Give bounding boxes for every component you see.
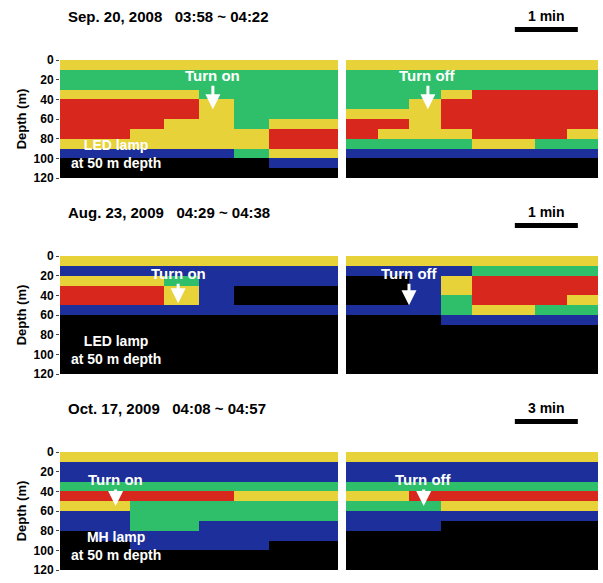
svg-text:100: 100 [34,348,54,362]
svg-text:Depth (m): Depth (m) [14,285,29,346]
svg-text:80: 80 [40,328,54,342]
svg-text:Aug. 23, 2009 04:29 ~ 04:38: Aug. 23, 2009 04:29 ~ 04:38 [68,204,270,221]
svg-text:100: 100 [34,152,54,166]
svg-text:20: 20 [40,269,54,283]
svg-text:MH lampat 50 m depth: MH lampat 50 m depth [71,529,161,563]
svg-text:Depth (m): Depth (m) [14,481,29,542]
svg-text:0: 0 [47,53,54,67]
svg-text:3 min: 3 min [528,400,565,416]
svg-text:1 min: 1 min [528,8,565,24]
svg-text:60: 60 [40,112,54,126]
svg-text:120: 120 [34,367,54,381]
svg-text:LED lampat 50 m depth: LED lampat 50 m depth [71,137,161,171]
svg-text:120: 120 [34,563,54,577]
svg-text:20: 20 [40,465,54,479]
svg-text:Turn off: Turn off [395,471,452,488]
svg-text:80: 80 [40,524,54,538]
svg-text:LED lampat 50 m depth: LED lampat 50 m depth [71,333,161,367]
svg-text:Turn off: Turn off [381,265,438,282]
svg-text:Turn on: Turn on [88,471,143,488]
svg-text:40: 40 [40,93,54,107]
svg-text:Turn off: Turn off [399,67,456,84]
svg-text:60: 60 [40,504,54,518]
svg-text:20: 20 [40,73,54,87]
svg-text:40: 40 [40,289,54,303]
svg-text:Turn on: Turn on [185,67,240,84]
svg-text:1 min: 1 min [528,204,565,220]
svg-text:0: 0 [47,445,54,459]
svg-text:Sep. 20, 2008 03:58 ~ 04:22: Sep. 20, 2008 03:58 ~ 04:22 [68,8,269,25]
svg-text:100: 100 [34,544,54,558]
svg-text:Depth (m): Depth (m) [14,89,29,150]
svg-text:Oct. 17, 2009 04:08 ~ 04:57: Oct. 17, 2009 04:08 ~ 04:57 [68,400,266,417]
svg-text:Turn on: Turn on [151,265,206,282]
svg-text:40: 40 [40,485,54,499]
svg-text:80: 80 [40,132,54,146]
svg-text:0: 0 [47,249,54,263]
svg-text:120: 120 [34,171,54,185]
svg-text:60: 60 [40,308,54,322]
